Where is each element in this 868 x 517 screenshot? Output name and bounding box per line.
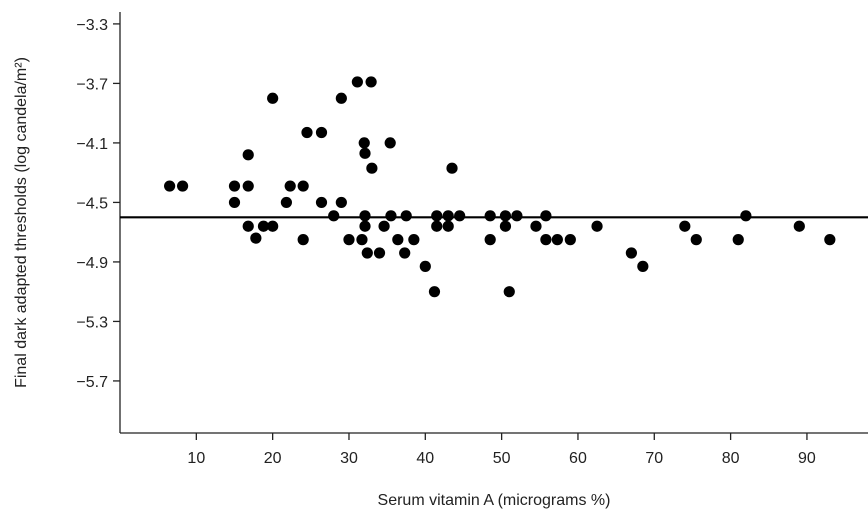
data-point [540, 210, 552, 222]
data-point [793, 220, 805, 232]
x-tick-label: 50 [493, 450, 511, 467]
data-point [297, 234, 309, 246]
data-point [242, 180, 254, 192]
y-tick-label: −5.7 [76, 374, 108, 391]
data-point [530, 220, 542, 232]
data-point [499, 210, 512, 222]
data-point [431, 220, 443, 232]
x-tick-label: 40 [416, 450, 434, 467]
data-point [740, 210, 752, 222]
data-point [356, 234, 368, 246]
data-point [400, 210, 412, 222]
data-point [431, 210, 443, 222]
x-tick-label: 70 [645, 450, 663, 467]
data-point [690, 234, 702, 246]
x-tick-label: 10 [187, 450, 205, 467]
data-point [284, 180, 296, 192]
data-point [335, 92, 347, 104]
y-tick-label: −4.9 [76, 255, 108, 272]
data-point [484, 210, 496, 222]
data-point [511, 210, 523, 222]
y-tick-label: −3.3 [76, 17, 108, 34]
data-point [328, 210, 340, 222]
data-point [384, 137, 396, 149]
data-point [392, 234, 404, 246]
data-point [242, 149, 254, 161]
data-point [250, 232, 262, 244]
data-point [359, 147, 371, 159]
data-point [591, 220, 603, 232]
data-point [564, 234, 576, 246]
x-tick-label: 90 [798, 450, 816, 467]
data-point [267, 92, 279, 104]
data-point [499, 220, 512, 232]
data-point [824, 234, 836, 246]
data-point [428, 286, 441, 298]
data-point [335, 196, 347, 209]
data-point [315, 196, 328, 209]
x-tick-label: 80 [722, 450, 740, 467]
data-point [637, 260, 649, 272]
data-point [358, 137, 370, 149]
y-ticks: −3.3 −3.7 −4.1 −4.5 −4.9 −5.3 −5.7 [76, 17, 120, 391]
data-point [280, 196, 292, 209]
data-point [540, 234, 552, 246]
data-point [228, 180, 241, 192]
data-point [551, 234, 563, 246]
axes [119, 12, 868, 434]
data-point [419, 260, 431, 272]
data-point [351, 76, 363, 88]
data-point [176, 180, 189, 192]
data-point [503, 286, 515, 298]
data-point [267, 220, 279, 232]
y-tick-label: −5.3 [76, 314, 108, 331]
data-point [242, 220, 254, 232]
x-tick-label: 30 [340, 450, 358, 467]
data-point [315, 126, 328, 139]
x-ticks: 10 20 30 40 50 60 70 80 90 [187, 433, 816, 467]
data-point [446, 162, 458, 174]
data-point [228, 196, 241, 209]
data-point [732, 234, 744, 246]
data-point [442, 210, 454, 222]
data-point [399, 247, 411, 259]
data-point [359, 210, 371, 222]
y-tick-label: −3.7 [76, 76, 108, 93]
data-point [301, 126, 313, 139]
data-point [454, 210, 466, 222]
data-point [378, 220, 390, 232]
data-point [164, 180, 176, 192]
x-tick-label: 20 [264, 450, 282, 467]
data-point [385, 210, 397, 222]
data-points [164, 76, 836, 298]
data-point [373, 247, 386, 259]
data-point [625, 247, 637, 259]
y-axis-title: Final dark adapted thresholds (log cande… [13, 57, 30, 388]
data-point [257, 220, 270, 232]
data-point [408, 234, 420, 246]
x-tick-label: 60 [569, 450, 587, 467]
data-point [366, 162, 378, 174]
data-point [361, 247, 373, 259]
y-tick-label: −4.5 [76, 195, 108, 212]
y-tick-label: −4.1 [76, 136, 108, 153]
data-point [343, 234, 355, 246]
x-axis-title: Serum vitamin A (micrograms %) [378, 492, 611, 509]
data-point [484, 234, 496, 246]
data-point [297, 180, 309, 192]
data-point [679, 220, 691, 232]
data-point [442, 220, 454, 232]
data-point [365, 76, 377, 88]
data-point [359, 220, 371, 232]
